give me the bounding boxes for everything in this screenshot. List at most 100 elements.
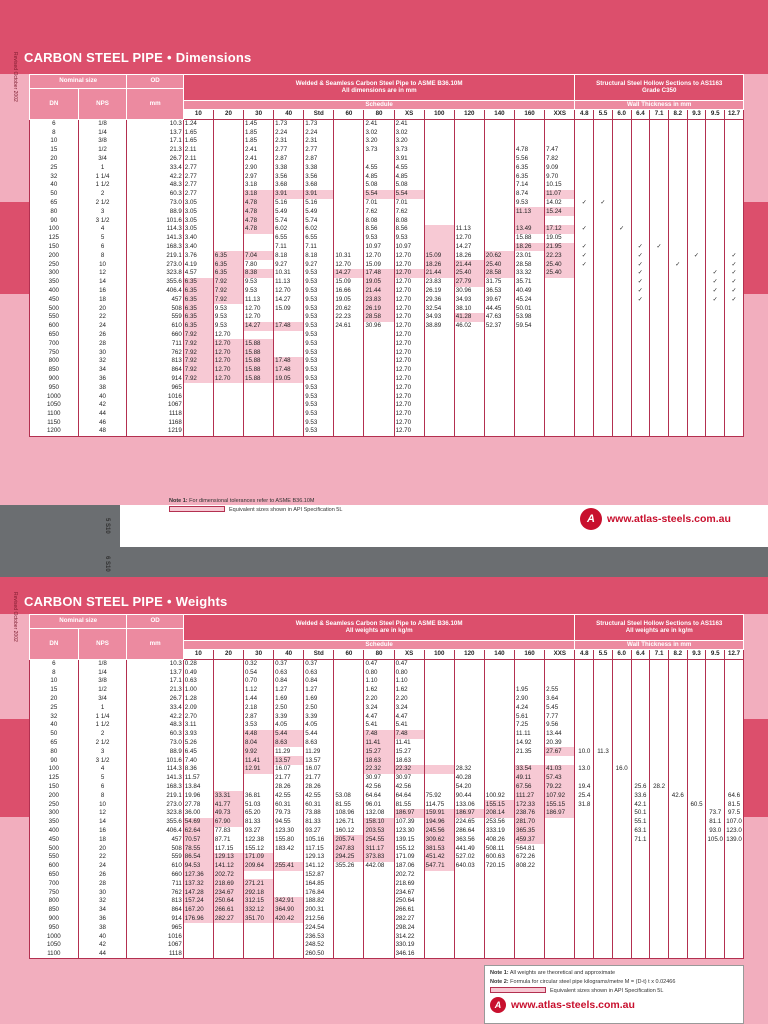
website-link[interactable]: www.atlas-steels.com.au [511,999,635,1012]
table-cell: 62.64 [182,826,214,836]
table-cell-empty [705,357,726,366]
table-cell: 114.75 [423,800,455,810]
table-cell: 23.83 [423,277,455,287]
check-icon: ✓ [630,295,651,305]
table-cell: 122.38 [243,835,275,845]
table-cell-empty [574,817,595,827]
table-cell: 363.56 [453,835,485,845]
table-cell-empty [630,145,651,155]
table-cell-empty [611,659,632,669]
table-cell: 13.57 [273,756,305,766]
table-cell [544,427,576,437]
table-cell: 46.02 [453,321,485,331]
table-cell [544,418,576,428]
table-cell: 79.73 [273,809,305,818]
table-cell [544,905,576,915]
table-cell: 333.19 [483,826,516,836]
table-cell [212,941,245,950]
table-cell-empty [611,826,632,836]
table-cell-empty [667,339,688,349]
table-cell: 9.53 [363,233,395,243]
table-cell [483,119,516,129]
table-cell-empty [593,800,613,810]
table-cell-empty [574,703,595,713]
table-cell: 13.7 [126,668,184,678]
table-cell-empty [630,773,651,783]
table-cell-empty [630,392,651,401]
table-cell: 14.92 [513,738,546,748]
table-cell: 12.70 [243,304,275,314]
table-cell-empty [649,756,669,766]
table-cell: 9.53 [303,418,335,428]
table-cell-empty [593,216,613,226]
table-cell: 65 [29,738,79,748]
website-link[interactable]: www.atlas-steels.com.au [607,513,731,525]
table-cell: 2.70 [182,712,214,722]
table-cell-empty [574,339,595,349]
table-cell: 12.70 [393,330,425,340]
table-cell-empty [649,703,669,713]
table-cell: 224.54 [303,923,335,933]
table-row: 90 3 1/2 101.6 7.40 11.41 13.57 13.57 18.63 18.6… [29,756,744,766]
table-cell [212,712,245,722]
table-cell: 255.41 [273,861,305,871]
table-cell-empty [593,668,613,678]
table-cell: 12.70 [212,357,245,366]
table-cell [423,383,455,393]
wall-weight-cell: 71.1 [630,835,651,845]
table-cell: 559 [126,853,184,862]
section2-atlas-logo[interactable]: A www.atlas-steels.com.au [490,997,738,1014]
table-cell [273,339,305,349]
check-icon: ✓ [630,260,651,270]
table-cell: 559 [126,313,184,322]
table-cell [423,677,455,686]
table-cell [212,242,245,252]
table-cell-empty [649,348,669,358]
table-cell: 38 [77,923,128,933]
table-cell [453,677,485,686]
table-cell-empty [611,304,632,314]
table-cell [513,870,546,880]
table-cell [483,773,516,783]
table-cell-empty [667,286,688,296]
table-cell: 15.88 [513,233,546,243]
wall-weight-cell: 81.5 [724,800,744,810]
table-cell: 9.53 [212,313,245,322]
table-cell [363,357,395,366]
table-cell-empty [611,409,632,419]
table-cell [423,694,455,704]
table-cell: 14.27 [333,269,365,278]
table-cell: 139.15 [393,835,425,845]
table-cell [453,339,485,349]
table-cell: 12.70 [212,330,245,340]
schedule-col-header: 100 [423,649,455,660]
table-cell-empty [611,800,632,810]
table-cell-empty [574,694,595,704]
table-cell: 7.01 [363,198,395,208]
table-cell: 9.53 [212,321,245,331]
table-cell: 2.90 [513,694,546,704]
section1-atlas-logo[interactable]: A www.atlas-steels.com.au [580,508,731,530]
table-cell: 25.40 [544,260,576,270]
table-cell-empty [611,888,632,898]
table-cell [212,216,245,226]
schedule-col-header: 30 [243,649,275,660]
table-cell: 550 [29,853,79,862]
table-cell: 5.41 [363,721,395,730]
table-cell: 33.4 [126,703,184,713]
table-cell-empty [574,949,595,960]
table-cell [423,145,455,155]
table-cell: 800 [29,897,79,906]
table-cell: 11.57 [182,773,214,783]
table-cell [333,409,365,419]
table-row: 700 28 711 7.92 12.70 15.88 9.53 12.70 [29,339,744,349]
table-cell-empty [667,861,688,871]
table-cell: 21.3 [126,145,184,155]
table-cell: 6.35 [212,251,245,261]
table-cell: 1/2 [77,685,128,695]
table-row: 450 18 457 6.35 7.92 11.13 14.27 9.53 19.05 23.83… [29,295,744,305]
table-cell: 40 [29,721,79,730]
table-cell-empty [611,401,632,410]
table-cell: 4.05 [273,721,305,730]
table-cell-empty [686,321,707,331]
